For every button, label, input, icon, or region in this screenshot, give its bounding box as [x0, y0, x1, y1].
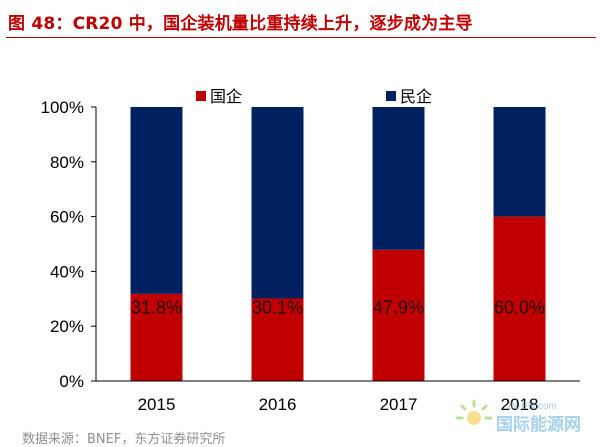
watermark-logo: IN-EN.com 国际能源网	[455, 399, 581, 435]
legend-swatch-state-owned	[196, 91, 206, 101]
legend-label-state-owned: 国企	[210, 87, 242, 106]
x-tick-label: 2015	[138, 395, 176, 414]
sun-icon	[455, 399, 493, 425]
title-divider	[6, 37, 596, 38]
data-label: 30.1%	[252, 297, 303, 317]
x-tick-label: 2017	[380, 395, 418, 414]
bar-private	[130, 107, 183, 294]
data-labels: 31.8% 30.1% 47.9% 60.0%	[131, 297, 545, 317]
x-axis: 2015 2016 2017 2018	[96, 380, 580, 414]
data-label: 60.0%	[494, 297, 545, 317]
y-tick-label: 100%	[41, 98, 84, 117]
bar-private	[251, 107, 304, 299]
bar-state-owned	[251, 298, 304, 381]
source-note: 数据来源：BNEF，东方证券研究所	[22, 432, 226, 447]
x-tick-label: 2016	[259, 395, 297, 414]
watermark-sub: IN-EN.com	[508, 401, 557, 412]
bar-state-owned	[130, 293, 183, 381]
legend: 国企 民企	[196, 87, 432, 106]
bar-private	[372, 107, 425, 250]
watermark-main: 国际能源网	[496, 414, 581, 435]
bars	[130, 107, 546, 381]
data-label: 31.8%	[131, 297, 182, 317]
y-tick-label: 0%	[59, 372, 84, 391]
figure-title: 图 48：CR20 中，国企装机量比重持续上升，逐步成为主导	[8, 14, 473, 34]
data-label: 47.9%	[373, 297, 424, 317]
y-axis: 0% 20% 40% 60% 80% 100%	[41, 98, 97, 391]
y-tick-label: 20%	[50, 317, 84, 336]
bar-state-owned	[493, 216, 546, 381]
legend-swatch-private	[386, 91, 396, 101]
y-tick-label: 60%	[50, 208, 84, 227]
y-tick-label: 40%	[50, 262, 84, 281]
y-tick-label: 80%	[50, 153, 84, 172]
legend-label-private: 民企	[400, 87, 432, 106]
bar-state-owned	[372, 249, 425, 381]
bar-private	[493, 107, 546, 217]
x-tick-label: 2018	[501, 395, 539, 414]
